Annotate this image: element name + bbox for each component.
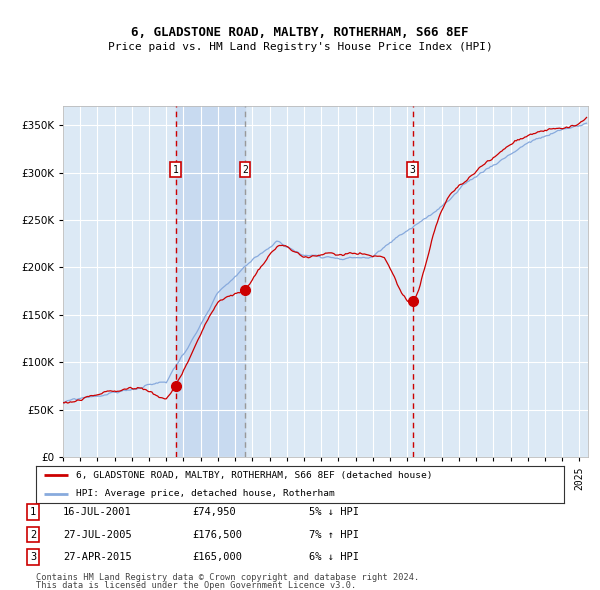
- Text: £165,000: £165,000: [192, 552, 242, 562]
- Text: £176,500: £176,500: [192, 530, 242, 539]
- Text: 6% ↓ HPI: 6% ↓ HPI: [309, 552, 359, 562]
- Bar: [176, 106, 245, 457]
- Text: HPI: Average price, detached house, Rotherham: HPI: Average price, detached house, Roth…: [76, 489, 334, 498]
- Text: Contains HM Land Registry data © Crown copyright and database right 2024.: Contains HM Land Registry data © Crown c…: [36, 572, 419, 582]
- Text: 2: 2: [30, 530, 36, 539]
- Text: £74,950: £74,950: [192, 507, 236, 517]
- Text: 3: 3: [30, 552, 36, 562]
- Text: 1: 1: [30, 507, 36, 517]
- Text: 7% ↑ HPI: 7% ↑ HPI: [309, 530, 359, 539]
- Text: Price paid vs. HM Land Registry's House Price Index (HPI): Price paid vs. HM Land Registry's House …: [107, 42, 493, 52]
- Text: 5% ↓ HPI: 5% ↓ HPI: [309, 507, 359, 517]
- Text: 27-JUL-2005: 27-JUL-2005: [63, 530, 132, 539]
- Text: 6, GLADSTONE ROAD, MALTBY, ROTHERHAM, S66 8EF: 6, GLADSTONE ROAD, MALTBY, ROTHERHAM, S6…: [131, 26, 469, 39]
- Text: 2: 2: [242, 165, 248, 175]
- Text: 6, GLADSTONE ROAD, MALTBY, ROTHERHAM, S66 8EF (detached house): 6, GLADSTONE ROAD, MALTBY, ROTHERHAM, S6…: [76, 471, 432, 480]
- Text: 16-JUL-2001: 16-JUL-2001: [63, 507, 132, 517]
- Text: This data is licensed under the Open Government Licence v3.0.: This data is licensed under the Open Gov…: [36, 581, 356, 590]
- Text: 27-APR-2015: 27-APR-2015: [63, 552, 132, 562]
- Text: 3: 3: [410, 165, 416, 175]
- Text: 1: 1: [173, 165, 179, 175]
